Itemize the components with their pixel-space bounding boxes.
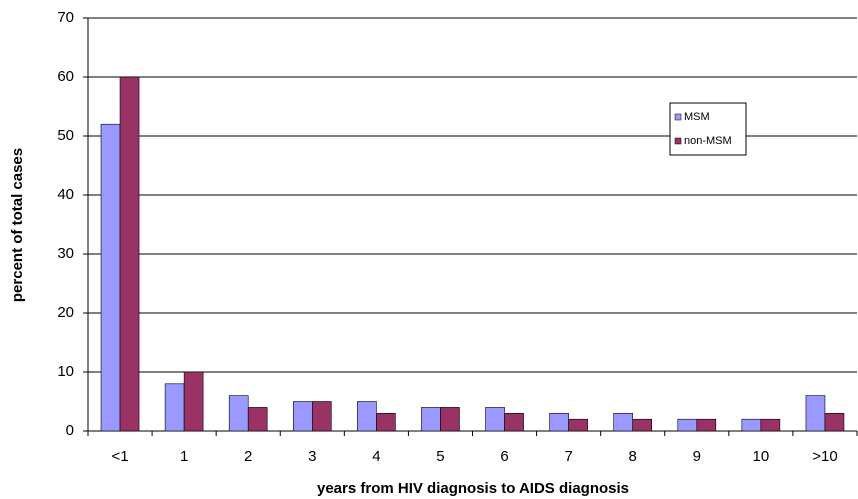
- x-tick-label: 9: [693, 448, 701, 465]
- x-tick-label: >10: [812, 448, 837, 465]
- bar: [119, 76, 140, 432]
- legend-label: MSM: [684, 111, 710, 123]
- x-tick-label: 3: [308, 448, 316, 465]
- bar: [696, 418, 717, 432]
- bar: [741, 418, 762, 432]
- y-axis-title: percent of total cases: [9, 148, 26, 302]
- bar: [100, 123, 121, 432]
- y-tick-label: 60: [57, 68, 74, 85]
- bar: [357, 401, 377, 432]
- bar: [183, 371, 204, 432]
- bar: [247, 407, 268, 432]
- x-tick-label: 2: [244, 448, 252, 465]
- x-tick-label: <1: [111, 448, 128, 465]
- bar: [504, 412, 524, 432]
- legend-box: [669, 102, 747, 156]
- y-tick-label: 50: [57, 127, 74, 144]
- x-tick-label: 8: [629, 448, 637, 465]
- x-tick-label: 1: [180, 448, 188, 465]
- legend-swatch: [674, 113, 682, 121]
- y-tick-label: 40: [57, 186, 74, 203]
- bar: [805, 395, 826, 432]
- y-tick-label: 30: [57, 245, 74, 262]
- x-tick-label: 10: [753, 448, 770, 465]
- x-tick-label: 5: [436, 448, 444, 465]
- bar: [677, 418, 698, 432]
- bar: [568, 418, 588, 432]
- bar: [485, 407, 505, 432]
- bar: [824, 412, 845, 432]
- bar: [311, 401, 332, 432]
- x-axis-title: years from HIV diagnosis to AIDS diagnos…: [317, 480, 629, 497]
- bar: [632, 418, 653, 432]
- x-tick-label: 6: [500, 448, 508, 465]
- y-tick-label: 20: [57, 304, 74, 321]
- bar: [421, 407, 441, 432]
- bar: [613, 412, 634, 432]
- bar: [228, 395, 249, 432]
- x-tick-label: 4: [372, 448, 380, 465]
- y-tick-label: 0: [66, 422, 74, 439]
- legend-label: non-MSM: [684, 135, 732, 147]
- bar: [440, 407, 460, 432]
- bar: [292, 401, 313, 432]
- bar: [549, 412, 569, 432]
- bar: [376, 412, 396, 432]
- legend: MSM non-MSM: [669, 102, 747, 156]
- y-tick-label: 70: [57, 9, 74, 26]
- bar: [760, 418, 781, 432]
- x-tick-label: 7: [564, 448, 572, 465]
- bar: [164, 383, 185, 432]
- legend-swatch: [674, 137, 682, 145]
- y-tick-label: 10: [57, 363, 74, 380]
